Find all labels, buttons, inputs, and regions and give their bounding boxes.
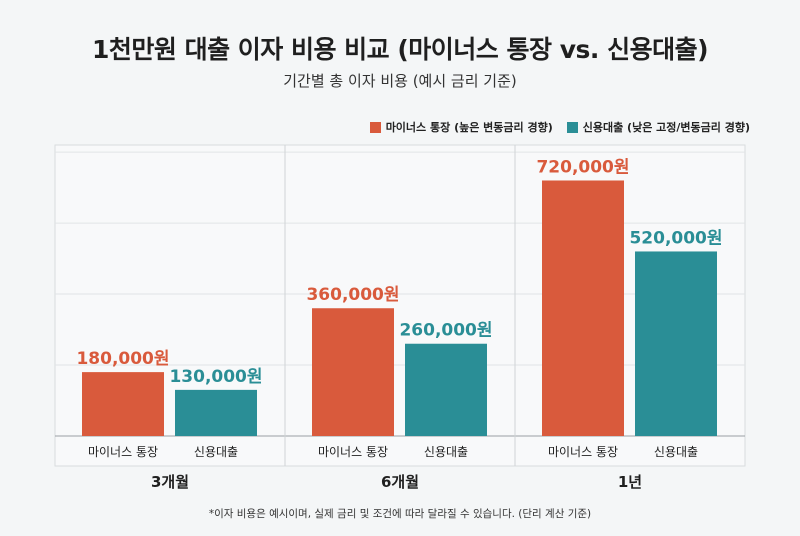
data-label: 260,000원: [399, 321, 492, 341]
x-tick-label: 1년: [618, 473, 642, 491]
plot-area: [54, 144, 746, 467]
bar-overdraft: [542, 180, 624, 436]
bar-category-label: 마이너스 통장: [318, 445, 388, 459]
data-label: 360,000원: [306, 285, 399, 305]
bar-overdraft: [82, 372, 164, 436]
chart-subtitle: 기간별 총 이자 비용 (예시 금리 기준): [283, 72, 517, 90]
bar-overdraft: [312, 308, 394, 436]
data-label: 520,000원: [629, 228, 722, 248]
legend-label: 신용대출 (낮은 고정/변동금리 경향): [582, 121, 750, 134]
legend-label: 마이너스 통장 (높은 변동금리 경향): [385, 121, 553, 134]
bar-credit-loan: [635, 251, 717, 436]
legend-item-credit-loan: 신용대출 (낮은 고정/변동금리 경향): [566, 119, 750, 135]
data-label: 180,000원: [76, 349, 169, 369]
data-label: 720,000원: [536, 157, 629, 177]
footnote: *이자 비용은 예시이며, 실제 금리 및 조건에 따라 달라질 수 있습니다.…: [208, 508, 592, 520]
bar-category-label: 신용대출: [654, 445, 698, 459]
legend: 마이너스 통장 (높은 변동금리 경향) 신용대출 (낮은 고정/변동금리 경향…: [369, 119, 750, 135]
data-label: 130,000원: [169, 367, 262, 387]
bar-category-label: 신용대출: [424, 445, 468, 459]
x-tick-label: 3개월: [151, 473, 189, 491]
bar-credit-loan: [405, 343, 487, 436]
legend-swatch-teal: [566, 121, 578, 133]
legend-swatch-orange: [369, 121, 381, 133]
bar-category-label: 마이너스 통장: [548, 445, 618, 459]
x-tick-label: 6개월: [381, 473, 419, 491]
chart-title: 1천만원 대출 이자 비용 비교 (마이너스 통장 vs. 신용대출): [91, 35, 709, 64]
legend-item-overdraft: 마이너스 통장 (높은 변동금리 경향): [369, 119, 553, 135]
bar-category-label: 신용대출: [194, 445, 238, 459]
bar-credit-loan: [175, 389, 257, 436]
bar-category-label: 마이너스 통장: [88, 445, 158, 459]
